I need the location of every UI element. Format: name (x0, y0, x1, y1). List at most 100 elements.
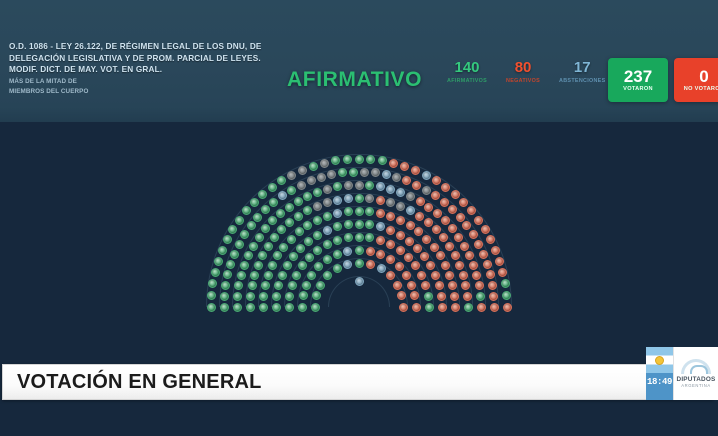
hemicycle-seat[interactable] (322, 211, 332, 221)
hemicycle-seat[interactable] (354, 258, 364, 268)
hemicycle-seat[interactable] (260, 205, 270, 215)
hemicycle-seat[interactable] (279, 242, 289, 252)
hemicycle-seat[interactable] (298, 291, 308, 301)
hemicycle-seat[interactable] (405, 206, 415, 216)
hemicycle-seat[interactable] (478, 249, 488, 259)
hemicycle-seat[interactable] (392, 172, 402, 182)
hemicycle-seat[interactable] (221, 280, 231, 290)
hemicycle-seat[interactable] (322, 184, 332, 194)
hemicycle-seat[interactable] (274, 281, 284, 291)
hemicycle-seat[interactable] (260, 281, 270, 291)
hemicycle-seat[interactable] (354, 276, 364, 286)
hemicycle-seat[interactable] (431, 191, 441, 201)
hemicycle-seat[interactable] (277, 270, 287, 280)
hemicycle-seat[interactable] (331, 156, 341, 166)
hemicycle-seat[interactable] (254, 232, 264, 242)
hemicycle-seat[interactable] (396, 216, 406, 225)
hemicycle-seat[interactable] (402, 176, 412, 186)
hemicycle-seat[interactable] (386, 225, 396, 235)
hemicycle-seat[interactable] (445, 241, 455, 251)
hemicycle-seat[interactable] (375, 182, 385, 192)
hemicycle-seat[interactable] (370, 168, 380, 178)
hemicycle-seat[interactable] (208, 279, 218, 289)
hemicycle-seat[interactable] (485, 270, 495, 280)
hemicycle-seat[interactable] (440, 260, 450, 270)
hemicycle-seat[interactable] (411, 165, 421, 175)
hemicycle-seat[interactable] (396, 230, 405, 240)
hemicycle-seat[interactable] (426, 261, 436, 270)
hemicycle-seat[interactable] (285, 291, 295, 301)
hemicycle-seat[interactable] (467, 206, 477, 216)
hemicycle-seat[interactable] (312, 216, 322, 225)
hemicycle-seat[interactable] (258, 302, 268, 312)
hemicycle-seat[interactable] (314, 262, 324, 272)
hemicycle-seat[interactable] (293, 211, 303, 221)
hemicycle-seat[interactable] (307, 270, 317, 280)
hemicycle-seat[interactable] (246, 221, 256, 231)
hemicycle-seat[interactable] (343, 207, 353, 217)
hemicycle-seat[interactable] (332, 249, 342, 259)
hemicycle-seat[interactable] (365, 233, 375, 243)
hemicycle-seat[interactable] (421, 280, 431, 290)
hemicycle-seat[interactable] (375, 208, 385, 218)
hemicycle-seat[interactable] (312, 187, 322, 197)
hemicycle-seat[interactable] (450, 189, 460, 199)
hemicycle-seat[interactable] (306, 176, 316, 186)
hemicycle-seat[interactable] (322, 225, 332, 235)
hemicycle-seat[interactable] (206, 302, 216, 312)
hemicycle-seat[interactable] (489, 291, 499, 301)
hemicycle-seat[interactable] (338, 168, 348, 178)
hemicycle-seat[interactable] (396, 201, 406, 211)
hemicycle-seat[interactable] (440, 216, 450, 226)
hemicycle-seat[interactable] (332, 264, 342, 274)
hemicycle-seat[interactable] (410, 291, 420, 301)
hemicycle-seat[interactable] (269, 197, 279, 207)
hemicycle-seat[interactable] (474, 239, 484, 249)
hemicycle-seat[interactable] (375, 222, 385, 232)
hemicycle-seat[interactable] (228, 225, 238, 235)
hemicycle-seat[interactable] (386, 255, 396, 265)
hemicycle-seat[interactable] (472, 270, 482, 280)
hemicycle-seat[interactable] (376, 235, 386, 245)
hemicycle-seat[interactable] (316, 280, 326, 290)
hemicycle-seat[interactable] (343, 246, 353, 256)
hemicycle-seat[interactable] (319, 158, 329, 168)
hemicycle-seat[interactable] (332, 235, 342, 245)
hemicycle-seat[interactable] (243, 250, 253, 260)
hemicycle-seat[interactable] (463, 302, 473, 312)
hemicycle-seat[interactable] (296, 180, 306, 190)
hemicycle-seat[interactable] (414, 227, 424, 237)
hemicycle-seat[interactable] (287, 185, 296, 195)
hemicycle-seat[interactable] (285, 218, 295, 228)
hemicycle-seat[interactable] (271, 302, 281, 312)
hemicycle-seat[interactable] (461, 281, 471, 291)
hemicycle-seat[interactable] (422, 185, 431, 195)
hemicycle-seat[interactable] (219, 291, 229, 301)
hemicycle-seat[interactable] (253, 260, 263, 270)
hemicycle-seat[interactable] (405, 221, 415, 231)
hemicycle-seat[interactable] (354, 219, 364, 229)
hemicycle-seat[interactable] (234, 281, 244, 291)
hemicycle-seat[interactable] (455, 212, 465, 222)
hemicycle-seat[interactable] (411, 261, 421, 271)
hemicycle-seat[interactable] (436, 291, 446, 301)
hemicycle-seat[interactable] (474, 215, 484, 225)
hemicycle-seat[interactable] (385, 271, 395, 281)
hemicycle-seat[interactable] (424, 202, 434, 212)
hemicycle-seat[interactable] (293, 196, 303, 206)
hemicycle-seat[interactable] (245, 302, 255, 312)
hemicycle-seat[interactable] (432, 209, 442, 219)
hemicycle-seat[interactable] (365, 180, 375, 190)
hemicycle-seat[interactable] (234, 239, 244, 249)
hemicycle-seat[interactable] (282, 261, 292, 270)
hemicycle-seat[interactable] (222, 235, 232, 245)
hemicycle-seat[interactable] (411, 302, 421, 312)
hemicycle-seat[interactable] (261, 224, 271, 234)
hemicycle-seat[interactable] (448, 205, 458, 215)
hemicycle-seat[interactable] (343, 233, 353, 243)
hemicycle-seat[interactable] (333, 208, 343, 218)
hemicycle-seat[interactable] (375, 195, 385, 205)
hemicycle-seat[interactable] (277, 225, 287, 235)
hemicycle-seat[interactable] (498, 267, 508, 277)
hemicycle-seat[interactable] (476, 302, 486, 312)
